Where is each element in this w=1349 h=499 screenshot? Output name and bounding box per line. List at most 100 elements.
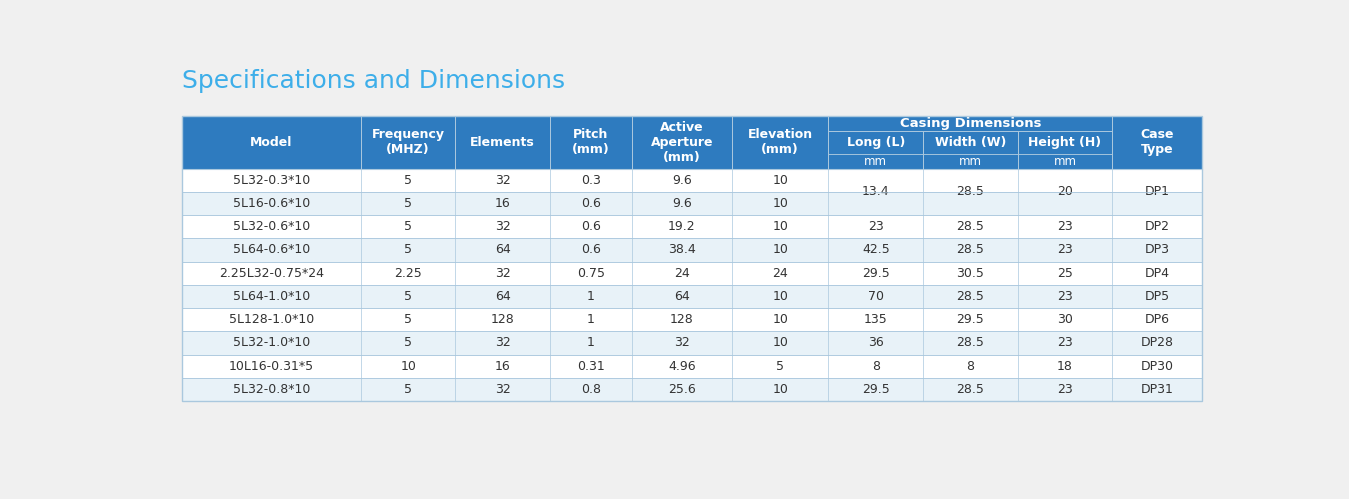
Bar: [182, 116, 1202, 401]
Text: 5: 5: [405, 336, 413, 349]
Text: 5: 5: [405, 174, 413, 187]
Text: 5: 5: [405, 290, 413, 303]
Text: 30: 30: [1058, 313, 1072, 326]
Text: 30.5: 30.5: [956, 267, 985, 280]
Text: Frequency
(MHZ): Frequency (MHZ): [372, 128, 445, 156]
Bar: [923, 154, 1017, 169]
Text: 32: 32: [495, 174, 511, 187]
Text: 20: 20: [1058, 185, 1072, 199]
Text: 9.6: 9.6: [672, 197, 692, 210]
Text: 18: 18: [1058, 360, 1072, 373]
Text: 38.4: 38.4: [668, 244, 696, 256]
Text: 0.6: 0.6: [581, 244, 600, 256]
Text: 32: 32: [495, 220, 511, 233]
Text: Height (H): Height (H): [1028, 136, 1102, 149]
Text: 23: 23: [1058, 220, 1072, 233]
Text: 128: 128: [491, 313, 514, 326]
Bar: [182, 261, 1202, 285]
Text: 25: 25: [1058, 267, 1072, 280]
Text: 5L64-1.0*10: 5L64-1.0*10: [233, 290, 310, 303]
Text: 5L64-0.6*10: 5L64-0.6*10: [233, 244, 310, 256]
Text: 0.3: 0.3: [581, 174, 600, 187]
Bar: [182, 239, 1202, 261]
Bar: [182, 378, 1202, 401]
Text: 0.6: 0.6: [581, 220, 600, 233]
Text: DP6: DP6: [1144, 313, 1170, 326]
Text: 24: 24: [772, 267, 788, 280]
Text: 28.5: 28.5: [956, 290, 985, 303]
Text: 32: 32: [495, 267, 511, 280]
Text: 8: 8: [871, 360, 880, 373]
Text: 64: 64: [674, 290, 689, 303]
Text: 1: 1: [587, 313, 595, 326]
Bar: [731, 116, 828, 169]
Text: Model: Model: [251, 136, 293, 149]
Text: 36: 36: [867, 336, 884, 349]
Text: 10: 10: [401, 360, 415, 373]
Bar: [182, 308, 1202, 331]
Text: 19.2: 19.2: [668, 220, 696, 233]
Text: 5L32-0.6*10: 5L32-0.6*10: [233, 220, 310, 233]
Text: 5L32-1.0*10: 5L32-1.0*10: [233, 336, 310, 349]
Text: DP3: DP3: [1144, 244, 1170, 256]
Text: 5: 5: [405, 383, 413, 396]
Text: 10: 10: [772, 197, 788, 210]
Text: Casing Dimensions: Casing Dimensions: [900, 117, 1041, 130]
Text: 0.31: 0.31: [577, 360, 604, 373]
Bar: [1112, 116, 1202, 169]
Text: Active
Aperture
(mm): Active Aperture (mm): [650, 121, 714, 164]
Text: DP31: DP31: [1140, 383, 1174, 396]
Text: 5: 5: [776, 360, 784, 373]
Text: 5L16-0.6*10: 5L16-0.6*10: [233, 197, 310, 210]
Text: 23: 23: [1058, 383, 1072, 396]
Text: 42.5: 42.5: [862, 244, 889, 256]
Text: 23: 23: [867, 220, 884, 233]
Text: DP28: DP28: [1140, 336, 1174, 349]
Bar: [923, 131, 1017, 154]
Text: 5L32-0.3*10: 5L32-0.3*10: [233, 174, 310, 187]
Text: Specifications and Dimensions: Specifications and Dimensions: [182, 69, 565, 93]
Text: mm: mm: [865, 155, 888, 168]
Bar: [828, 131, 923, 154]
Bar: [631, 116, 731, 169]
Text: 25.6: 25.6: [668, 383, 696, 396]
Text: 64: 64: [495, 290, 511, 303]
Text: Case
Type: Case Type: [1140, 128, 1174, 156]
Text: 5: 5: [405, 244, 413, 256]
Bar: [1017, 131, 1112, 154]
Text: 70: 70: [867, 290, 884, 303]
Text: 10: 10: [772, 290, 788, 303]
Text: 32: 32: [495, 336, 511, 349]
Bar: [182, 331, 1202, 355]
Text: Pitch
(mm): Pitch (mm): [572, 128, 610, 156]
Text: Long (L): Long (L): [847, 136, 905, 149]
Text: 32: 32: [495, 383, 511, 396]
Text: 1: 1: [587, 336, 595, 349]
Bar: [182, 169, 1202, 192]
Text: 5L128-1.0*10: 5L128-1.0*10: [229, 313, 314, 326]
Bar: [182, 116, 362, 169]
Text: 8: 8: [966, 360, 974, 373]
Text: 128: 128: [670, 313, 693, 326]
Text: 28.5: 28.5: [956, 220, 985, 233]
Bar: [550, 116, 631, 169]
Bar: [182, 355, 1202, 378]
Text: 10: 10: [772, 336, 788, 349]
Text: 29.5: 29.5: [862, 267, 889, 280]
Text: 9.6: 9.6: [672, 174, 692, 187]
Text: 10: 10: [772, 220, 788, 233]
Text: 29.5: 29.5: [862, 383, 889, 396]
Text: DP30: DP30: [1140, 360, 1174, 373]
Text: DP2: DP2: [1144, 220, 1170, 233]
Text: 10: 10: [772, 313, 788, 326]
Text: DP5: DP5: [1144, 290, 1170, 303]
Bar: [456, 116, 550, 169]
Text: 0.6: 0.6: [581, 197, 600, 210]
Text: 13.4: 13.4: [862, 185, 889, 199]
Text: 23: 23: [1058, 336, 1072, 349]
Text: 0.8: 0.8: [581, 383, 602, 396]
Text: 2.25L32-0.75*24: 2.25L32-0.75*24: [219, 267, 324, 280]
Bar: [828, 116, 1112, 131]
Text: 4.96: 4.96: [668, 360, 696, 373]
Text: DP4: DP4: [1144, 267, 1170, 280]
